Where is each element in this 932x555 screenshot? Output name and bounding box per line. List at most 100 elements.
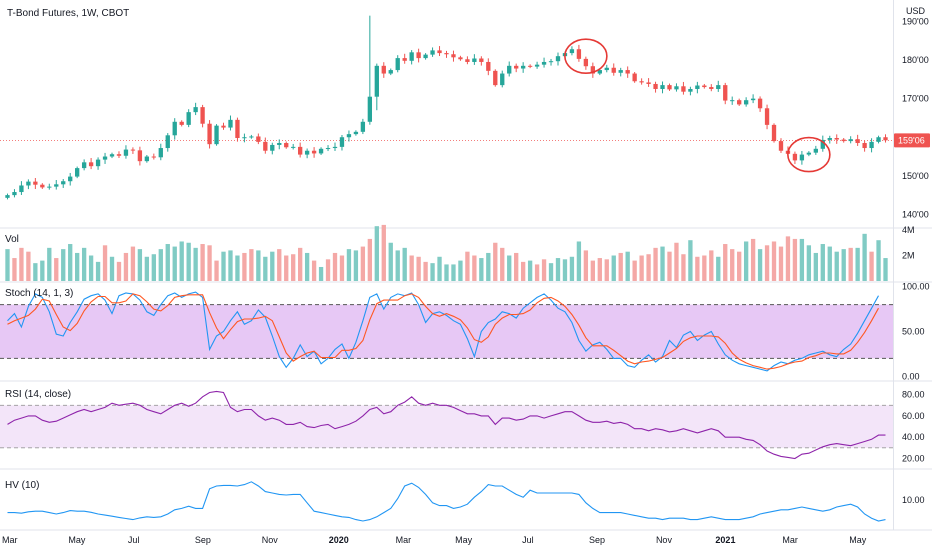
candle-body[interactable]: [179, 121, 184, 125]
candle-body[interactable]: [54, 184, 59, 187]
volume-bar[interactable]: [472, 255, 477, 282]
candle-body[interactable]: [813, 148, 818, 153]
candle-body[interactable]: [367, 96, 373, 122]
candle-body[interactable]: [479, 58, 484, 62]
candle-body[interactable]: [458, 57, 463, 60]
candle-body[interactable]: [61, 181, 66, 185]
candle-body[interactable]: [102, 156, 108, 160]
volume-bar[interactable]: [179, 241, 184, 281]
candle-body[interactable]: [555, 56, 561, 62]
candle-body[interactable]: [12, 192, 17, 196]
volume-bar[interactable]: [5, 249, 10, 281]
volume-bar[interactable]: [855, 247, 860, 281]
candle-body[interactable]: [569, 49, 575, 54]
candle-body[interactable]: [806, 152, 812, 155]
candle-body[interactable]: [730, 100, 735, 102]
candle-body[interactable]: [646, 82, 651, 84]
candle-body[interactable]: [771, 124, 777, 142]
volume-bar[interactable]: [395, 250, 400, 281]
candle-body[interactable]: [743, 100, 749, 105]
candle-body[interactable]: [214, 125, 219, 145]
candle-body[interactable]: [374, 65, 379, 97]
candle-body[interactable]: [799, 154, 805, 161]
candle-body[interactable]: [688, 88, 693, 92]
candle-body[interactable]: [249, 136, 254, 138]
candle-body[interactable]: [207, 123, 212, 145]
volume-bar[interactable]: [660, 246, 665, 281]
volume-bar[interactable]: [40, 260, 45, 281]
candle-body[interactable]: [702, 85, 707, 88]
candle-body[interactable]: [123, 149, 129, 156]
volume-bar[interactable]: [653, 247, 658, 281]
candle-body[interactable]: [750, 98, 756, 101]
candle-body[interactable]: [137, 150, 143, 162]
volume-bar[interactable]: [130, 246, 136, 281]
volume-bar[interactable]: [360, 246, 366, 281]
candle-body[interactable]: [618, 70, 623, 73]
volume-bar[interactable]: [625, 251, 630, 281]
candle-body[interactable]: [625, 70, 630, 74]
volume-pane[interactable]: [5, 224, 888, 282]
volume-bar[interactable]: [632, 260, 637, 281]
volume-bar[interactable]: [54, 258, 59, 281]
candle-body[interactable]: [325, 148, 331, 150]
volume-bar[interactable]: [583, 250, 589, 281]
volume-bar[interactable]: [514, 252, 519, 281]
candle-body[interactable]: [332, 146, 338, 149]
candle-body[interactable]: [667, 85, 672, 90]
candle-body[interactable]: [827, 138, 832, 140]
volume-bar[interactable]: [409, 255, 414, 282]
candle-body[interactable]: [500, 73, 505, 86]
volume-bar[interactable]: [723, 244, 728, 281]
candle-body[interactable]: [158, 148, 163, 158]
volume-bar[interactable]: [186, 242, 191, 281]
candle-body[interactable]: [402, 58, 407, 61]
volume-bar[interactable]: [611, 255, 616, 282]
candle-body[interactable]: [381, 65, 386, 74]
volume-bar[interactable]: [263, 256, 268, 281]
volume-bar[interactable]: [527, 260, 533, 281]
candle-body[interactable]: [611, 67, 616, 73]
volume-bar[interactable]: [639, 255, 644, 282]
volume-bar[interactable]: [109, 256, 115, 281]
candle-body[interactable]: [423, 54, 428, 59]
volume-bar[interactable]: [848, 247, 853, 281]
volume-bar[interactable]: [47, 247, 52, 281]
volume-bar[interactable]: [339, 255, 345, 282]
volume-bar[interactable]: [95, 261, 101, 281]
candle-body[interactable]: [862, 143, 867, 149]
candle-body[interactable]: [869, 141, 874, 149]
candle-body[interactable]: [723, 85, 728, 101]
volume-bar[interactable]: [604, 259, 609, 281]
volume-bar[interactable]: [221, 251, 226, 281]
candle-body[interactable]: [116, 154, 122, 156]
candle-body[interactable]: [109, 154, 115, 157]
candle-body[interactable]: [632, 73, 637, 82]
candle-body[interactable]: [304, 150, 310, 155]
volume-bar[interactable]: [242, 252, 247, 281]
volume-bar[interactable]: [813, 252, 818, 281]
volume-bar[interactable]: [667, 251, 672, 281]
volume-bar[interactable]: [81, 247, 87, 281]
volume-bar[interactable]: [374, 226, 379, 281]
volume-bar[interactable]: [541, 259, 547, 281]
volume-bar[interactable]: [806, 245, 812, 281]
volume-bar[interactable]: [61, 249, 66, 281]
candle-body[interactable]: [26, 181, 31, 186]
volume-bar[interactable]: [737, 251, 742, 281]
volume-bar[interactable]: [716, 256, 721, 281]
volume-bar[interactable]: [486, 252, 491, 281]
volume-bar[interactable]: [277, 249, 282, 281]
volume-bar[interactable]: [548, 263, 554, 281]
candle-body[interactable]: [75, 168, 80, 177]
volume-bar[interactable]: [165, 244, 170, 281]
candle-body[interactable]: [360, 121, 366, 132]
indicator-line[interactable]: [7, 481, 886, 522]
volume-bar[interactable]: [465, 251, 470, 281]
volume-bar[interactable]: [444, 264, 449, 281]
candle-body[interactable]: [674, 86, 679, 90]
candle-body[interactable]: [353, 131, 359, 135]
candle-body[interactable]: [876, 137, 881, 142]
candle-body[interactable]: [235, 119, 240, 138]
candle-body[interactable]: [855, 139, 860, 144]
